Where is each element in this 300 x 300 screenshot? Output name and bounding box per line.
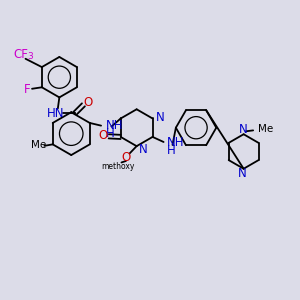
Text: O: O (99, 129, 108, 142)
Text: O: O (121, 151, 130, 164)
Text: methoxy: methoxy (0, 299, 1, 300)
Text: N: N (238, 167, 247, 180)
Text: Me: Me (258, 124, 273, 134)
Text: H: H (167, 144, 176, 157)
Text: 3: 3 (28, 52, 33, 62)
Text: O: O (83, 96, 92, 109)
Text: N: N (156, 111, 165, 124)
Text: H: H (106, 127, 114, 140)
Text: methoxy: methoxy (101, 162, 135, 171)
Text: Me: Me (31, 140, 46, 150)
Text: CF: CF (14, 48, 28, 61)
Text: F: F (24, 83, 31, 96)
Text: NH: NH (167, 136, 184, 149)
Text: O: O (0, 299, 1, 300)
Text: N: N (139, 143, 148, 156)
Text: N: N (239, 123, 248, 136)
Text: HN: HN (47, 107, 64, 120)
Text: NH: NH (106, 119, 123, 132)
